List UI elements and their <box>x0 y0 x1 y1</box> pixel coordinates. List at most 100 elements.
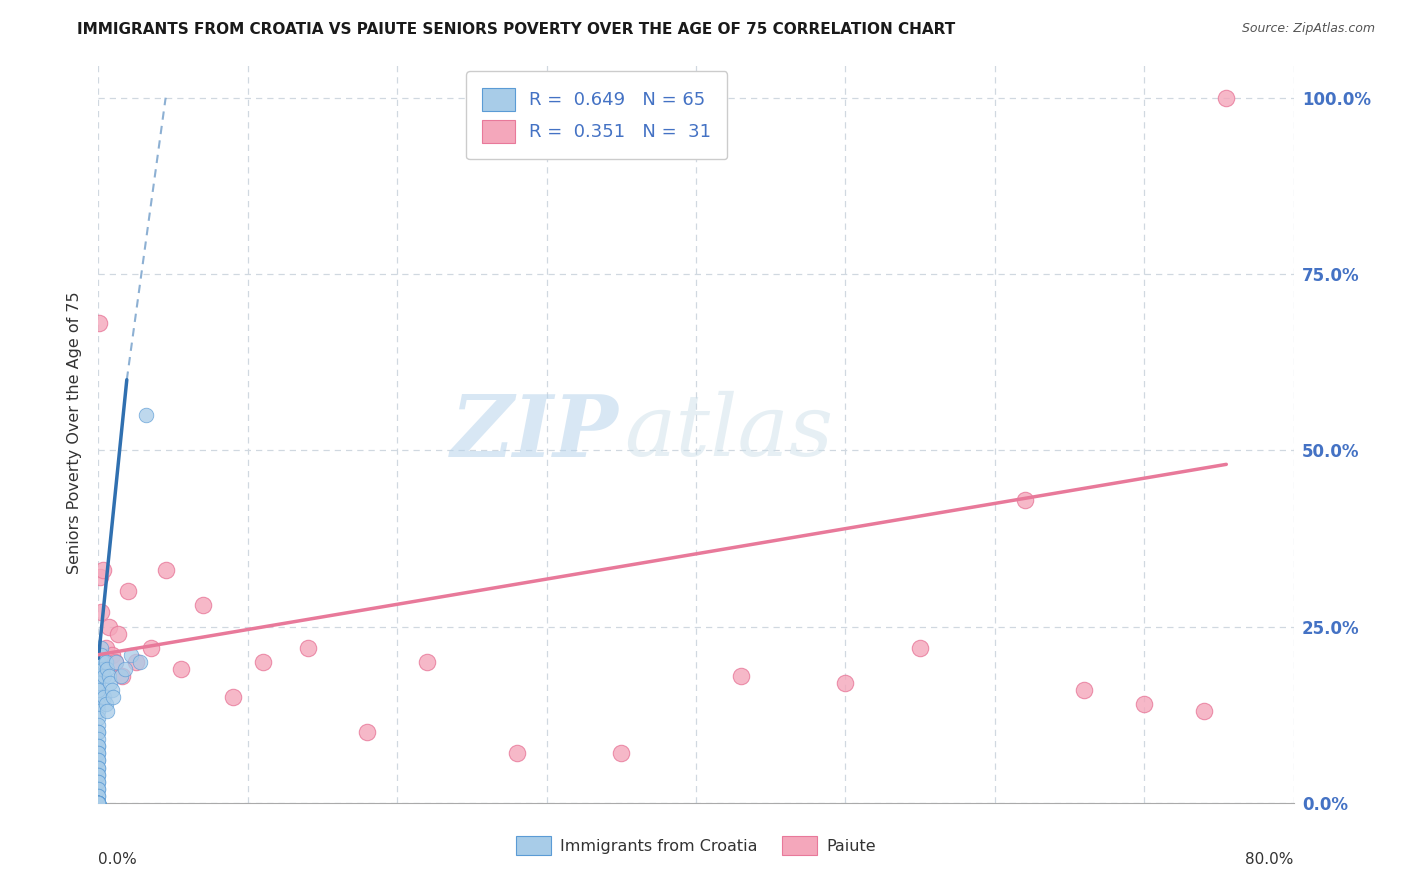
Point <box>87 690 110 704</box>
Point <box>107 626 129 640</box>
Point <box>87 796 110 810</box>
Point <box>87 789 110 803</box>
Point <box>87 655 110 669</box>
Point <box>87 774 110 789</box>
Point <box>97 669 120 683</box>
Point <box>155 563 177 577</box>
Point <box>87 662 110 676</box>
Point <box>87 725 110 739</box>
Point <box>730 669 752 683</box>
Point <box>87 669 110 683</box>
Point <box>252 655 274 669</box>
Point <box>1215 91 1237 105</box>
Point <box>87 796 110 810</box>
Point <box>87 683 110 698</box>
Point <box>96 704 118 718</box>
Point <box>87 796 110 810</box>
Point <box>139 640 162 655</box>
Point <box>91 655 114 669</box>
Point <box>87 760 110 774</box>
Point <box>98 676 122 690</box>
Point <box>120 648 142 662</box>
Point <box>94 697 117 711</box>
Text: atlas: atlas <box>624 392 834 474</box>
Point <box>91 662 114 676</box>
Point <box>87 796 110 810</box>
Text: Source: ZipAtlas.com: Source: ZipAtlas.com <box>1241 22 1375 36</box>
Point <box>356 725 378 739</box>
Point <box>87 760 110 774</box>
Legend: Immigrants from Croatia, Paiute: Immigrants from Croatia, Paiute <box>509 830 883 862</box>
Point <box>87 796 110 810</box>
Point <box>90 606 112 620</box>
Point <box>87 796 110 810</box>
Point <box>87 739 110 754</box>
Point <box>87 796 110 810</box>
Point <box>96 662 118 676</box>
Point <box>89 570 111 584</box>
Point <box>87 754 110 768</box>
Point <box>87 796 110 810</box>
Y-axis label: Seniors Poverty Over the Age of 75: Seniors Poverty Over the Age of 75 <box>67 292 83 574</box>
Text: IMMIGRANTS FROM CROATIA VS PAIUTE SENIORS POVERTY OVER THE AGE OF 75 CORRELATION: IMMIGRANTS FROM CROATIA VS PAIUTE SENIOR… <box>77 22 956 37</box>
Point <box>87 774 110 789</box>
Point <box>91 563 114 577</box>
Point <box>87 711 110 725</box>
Point <box>87 767 110 781</box>
Point <box>87 739 110 754</box>
Point <box>610 747 633 761</box>
Point <box>104 655 127 669</box>
Point <box>97 619 120 633</box>
Point <box>103 690 125 704</box>
Point <box>87 718 110 732</box>
Text: 80.0%: 80.0% <box>1246 852 1294 867</box>
Point <box>87 747 110 761</box>
Point <box>87 725 110 739</box>
Point <box>1133 697 1156 711</box>
Point <box>87 697 110 711</box>
Point <box>114 662 136 676</box>
Text: ZIP: ZIP <box>450 391 619 475</box>
Point <box>87 796 110 810</box>
Point <box>1014 492 1036 507</box>
Point <box>87 683 110 698</box>
Point <box>101 683 124 698</box>
Point <box>125 655 148 669</box>
Point <box>87 747 110 761</box>
Point <box>416 655 439 669</box>
Point <box>87 781 110 796</box>
Point <box>87 676 110 690</box>
Point <box>90 640 112 655</box>
Point <box>87 767 110 781</box>
Point <box>87 789 110 803</box>
Point <box>908 640 931 655</box>
Point <box>87 754 110 768</box>
Point <box>506 747 529 761</box>
Point <box>94 640 117 655</box>
Point <box>93 669 115 683</box>
Point <box>87 732 110 747</box>
Point <box>87 796 110 810</box>
Point <box>135 408 157 422</box>
Point <box>94 655 117 669</box>
Point <box>87 704 110 718</box>
Point <box>90 648 112 662</box>
Point <box>1073 683 1095 698</box>
Point <box>89 316 111 330</box>
Point <box>129 655 152 669</box>
Point <box>101 648 124 662</box>
Point <box>110 669 132 683</box>
Point <box>191 599 214 613</box>
Point <box>87 796 110 810</box>
Point <box>87 781 110 796</box>
Text: 0.0%: 0.0% <box>98 852 138 867</box>
Point <box>87 796 110 810</box>
Point <box>117 584 139 599</box>
Point <box>1192 704 1215 718</box>
Point <box>87 796 110 810</box>
Point <box>297 640 319 655</box>
Point <box>222 690 245 704</box>
Point <box>87 669 110 683</box>
Point <box>93 690 115 704</box>
Point <box>105 655 128 669</box>
